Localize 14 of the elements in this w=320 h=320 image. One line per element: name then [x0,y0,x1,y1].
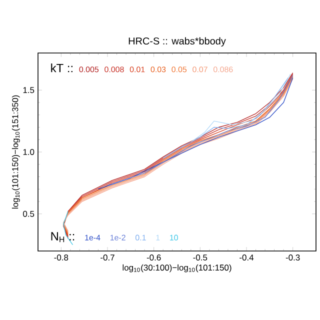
y-axis-title: log$_{10}$(101:150)−log$_{10}$(151:350) [12,95,20,209]
x-tick-label: -0.7 [100,254,114,261]
x-tick-label: -0.8 [54,254,68,261]
x-axis-title: log$_{10}$(30:100)−log$_{10}$(101:150) [122,264,232,272]
annotation: kT :: [51,64,72,72]
x-tick-label: -0.4 [240,254,254,261]
x-tick-label: -0.3 [286,254,300,261]
x-tick-label: -0.6 [146,254,161,261]
y-tick-label: 0.5 [23,210,34,217]
x-tick-label: -0.5 [193,254,208,261]
annotation: N$_{H}$ :: [51,232,74,242]
y-tick-label: 1.0 [23,149,34,155]
chart-title: HRC-S :: wabs*bbody [128,37,226,46]
y-tick-label: 1.5 [23,87,34,94]
